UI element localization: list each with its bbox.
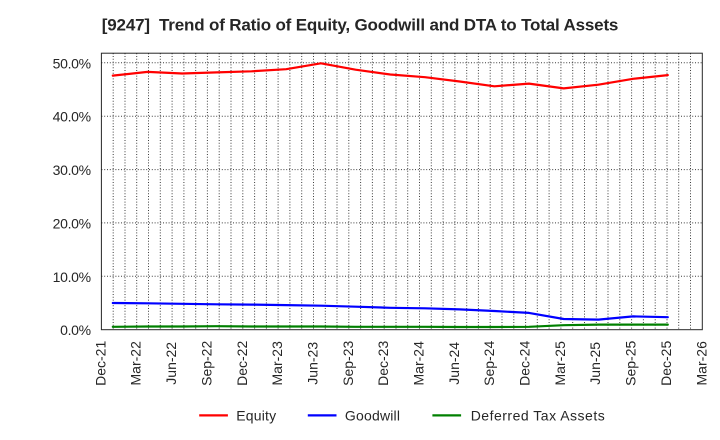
svg-text:Dec-25: Dec-25 — [658, 341, 674, 386]
svg-text:Mar-23: Mar-23 — [269, 341, 285, 386]
svg-text:Mar-25: Mar-25 — [552, 341, 568, 386]
svg-text:40.0%: 40.0% — [53, 109, 91, 125]
svg-text:50.0%: 50.0% — [53, 55, 91, 71]
svg-text:Dec-21: Dec-21 — [92, 341, 108, 386]
svg-text:[9247] Trend of Ratio of Equi: [9247] Trend of Ratio of Equity, Goodwil… — [102, 16, 618, 35]
svg-text:Dec-22: Dec-22 — [234, 341, 250, 386]
svg-text:Sep-22: Sep-22 — [198, 341, 214, 386]
svg-text:Sep-24: Sep-24 — [481, 341, 497, 386]
svg-text:Equity: Equity — [236, 408, 276, 424]
svg-text:Dec-23: Dec-23 — [375, 341, 391, 386]
svg-text:Deferred Tax Assets: Deferred Tax Assets — [471, 408, 606, 424]
svg-text:Jun-25: Jun-25 — [587, 342, 603, 385]
svg-text:20.0%: 20.0% — [53, 215, 91, 231]
svg-text:Mar-22: Mar-22 — [128, 341, 144, 386]
svg-text:Goodwill: Goodwill — [345, 408, 400, 424]
svg-text:Sep-23: Sep-23 — [340, 341, 356, 386]
svg-text:10.0%: 10.0% — [53, 269, 91, 285]
svg-text:Jun-23: Jun-23 — [305, 342, 321, 385]
svg-text:Mar-24: Mar-24 — [411, 341, 427, 386]
svg-text:Mar-26: Mar-26 — [693, 341, 709, 386]
svg-text:30.0%: 30.0% — [53, 162, 91, 178]
svg-text:Sep-25: Sep-25 — [623, 341, 639, 386]
svg-text:0.0%: 0.0% — [60, 322, 91, 338]
svg-text:Dec-24: Dec-24 — [517, 341, 533, 386]
svg-text:Jun-24: Jun-24 — [446, 342, 462, 385]
svg-text:Jun-22: Jun-22 — [163, 342, 179, 385]
